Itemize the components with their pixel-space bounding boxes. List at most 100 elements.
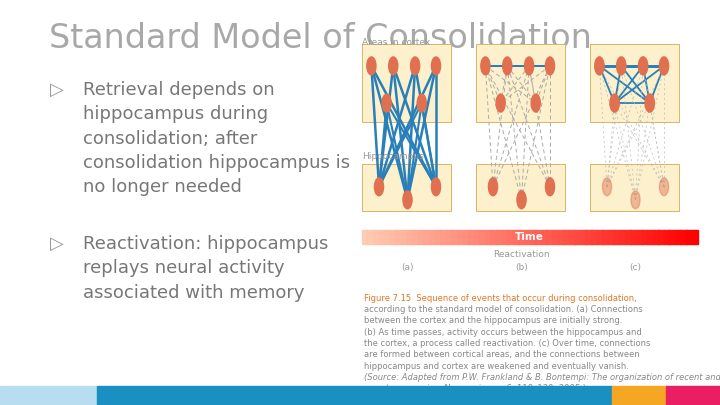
Text: Time: Time <box>515 232 544 242</box>
Text: Retrieval depends on
hippocampus during
consolidation; after
consolidation hippo: Retrieval depends on hippocampus during … <box>83 81 350 196</box>
Circle shape <box>595 57 604 75</box>
Bar <box>647 230 653 245</box>
Bar <box>664 230 670 245</box>
Text: according to the standard model of consolidation. (a) Connections: according to the standard model of conso… <box>364 305 642 314</box>
Circle shape <box>660 57 669 75</box>
Bar <box>680 230 687 245</box>
Bar <box>612 386 666 405</box>
Text: (a): (a) <box>401 263 414 272</box>
FancyBboxPatch shape <box>590 164 679 211</box>
Bar <box>384 230 390 245</box>
Text: (b): (b) <box>515 263 528 272</box>
Bar <box>468 230 474 245</box>
Text: Reactivation: hippocampus
replays neural activity
associated with memory: Reactivation: hippocampus replays neural… <box>83 235 328 301</box>
FancyBboxPatch shape <box>590 44 679 122</box>
Bar <box>480 230 485 245</box>
Bar <box>367 230 374 245</box>
FancyBboxPatch shape <box>362 44 451 122</box>
Circle shape <box>382 94 391 112</box>
Circle shape <box>389 57 398 75</box>
Circle shape <box>417 94 426 112</box>
Circle shape <box>617 57 626 75</box>
Bar <box>642 230 647 245</box>
Bar <box>530 230 536 245</box>
Bar <box>395 230 402 245</box>
Bar <box>440 230 446 245</box>
FancyBboxPatch shape <box>362 164 451 211</box>
Bar <box>557 230 564 245</box>
Bar <box>451 230 457 245</box>
FancyBboxPatch shape <box>476 164 565 211</box>
Bar <box>608 230 614 245</box>
Circle shape <box>610 94 619 112</box>
Bar <box>507 230 513 245</box>
Bar <box>379 230 384 245</box>
Bar <box>613 230 619 245</box>
Bar <box>546 230 552 245</box>
Text: (c): (c) <box>629 263 642 272</box>
Bar <box>362 230 368 245</box>
Bar <box>569 230 575 245</box>
Circle shape <box>645 94 654 112</box>
Bar <box>462 230 469 245</box>
Text: ▷: ▷ <box>50 81 64 99</box>
Circle shape <box>503 57 512 75</box>
Bar <box>418 230 424 245</box>
Bar <box>435 230 441 245</box>
Bar <box>575 230 580 245</box>
Bar <box>597 230 603 245</box>
Text: hippocampus and cortex are weakened and eventually vanish.: hippocampus and cortex are weakened and … <box>364 362 629 371</box>
Circle shape <box>374 178 384 196</box>
Bar <box>502 230 508 245</box>
Text: Figure 7.15  Sequence of events that occur during consolidation,: Figure 7.15 Sequence of events that occu… <box>364 294 636 303</box>
Circle shape <box>595 57 604 75</box>
Circle shape <box>431 178 441 196</box>
Bar <box>490 230 497 245</box>
Bar <box>535 230 541 245</box>
Text: the cortex, a process called reactivation. (c) Over time, connections: the cortex, a process called reactivatio… <box>364 339 650 348</box>
Bar <box>485 230 491 245</box>
Bar <box>513 230 519 245</box>
Circle shape <box>546 57 554 75</box>
Circle shape <box>603 178 611 196</box>
Bar <box>407 230 413 245</box>
Bar <box>552 230 558 245</box>
Text: Areas in cortex: Areas in cortex <box>362 38 430 47</box>
Bar <box>474 230 480 245</box>
Bar <box>446 230 452 245</box>
Circle shape <box>410 57 420 75</box>
Circle shape <box>617 57 626 75</box>
Bar <box>580 230 586 245</box>
Bar <box>675 230 681 245</box>
Text: Reactivation: Reactivation <box>493 250 550 259</box>
Bar <box>624 230 631 245</box>
Circle shape <box>481 57 490 75</box>
Circle shape <box>496 94 505 112</box>
Text: Hippocampus: Hippocampus <box>362 152 423 161</box>
Bar <box>413 230 418 245</box>
Bar <box>429 230 435 245</box>
Bar <box>97 386 612 405</box>
Bar <box>496 230 502 245</box>
Text: between the cortex and the hippocampus are initially strong.: between the cortex and the hippocampus a… <box>364 316 622 325</box>
Text: Standard Model of Consolidation: Standard Model of Consolidation <box>49 22 592 55</box>
Bar <box>457 230 463 245</box>
Bar <box>658 230 664 245</box>
Text: are formed between cortical areas, and the connections between: are formed between cortical areas, and t… <box>364 350 639 359</box>
Bar <box>373 230 379 245</box>
Text: ▷: ▷ <box>50 235 64 253</box>
Circle shape <box>366 57 376 75</box>
Bar <box>524 230 530 245</box>
Text: (b) As time passes, activity occurs between the hippocampus and: (b) As time passes, activity occurs betw… <box>364 328 642 337</box>
Bar <box>670 230 675 245</box>
Circle shape <box>431 57 441 75</box>
Circle shape <box>645 94 654 112</box>
Circle shape <box>525 57 534 75</box>
Circle shape <box>546 178 554 196</box>
Bar <box>686 230 692 245</box>
Bar <box>390 230 396 245</box>
Circle shape <box>403 191 412 209</box>
Bar <box>619 230 625 245</box>
Bar <box>0 386 97 405</box>
Circle shape <box>639 57 648 75</box>
